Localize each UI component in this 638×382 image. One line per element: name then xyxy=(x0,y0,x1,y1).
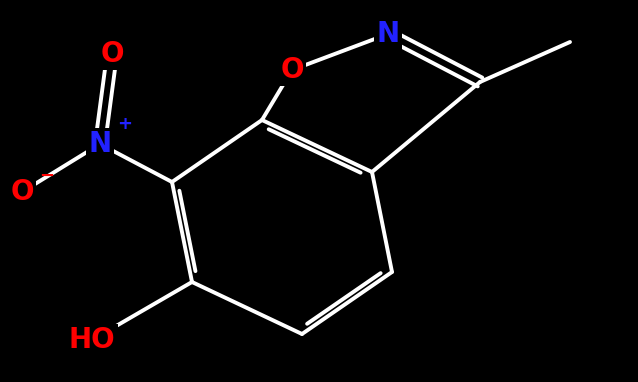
Text: O: O xyxy=(280,56,304,84)
Text: −: − xyxy=(39,167,54,185)
Text: O: O xyxy=(10,178,34,206)
Text: N: N xyxy=(376,20,399,48)
Text: HO: HO xyxy=(69,326,115,354)
Text: O: O xyxy=(100,40,124,68)
Text: +: + xyxy=(117,115,132,133)
Text: N: N xyxy=(89,130,112,158)
